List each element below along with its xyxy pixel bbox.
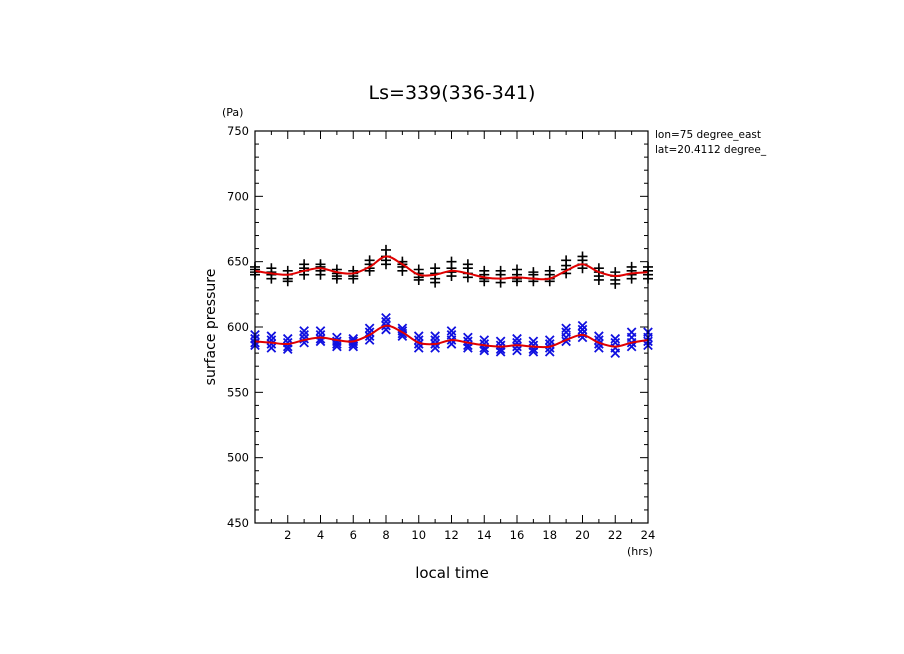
cross-marker xyxy=(463,343,473,353)
x-tick-label: 2 xyxy=(284,528,291,542)
y-tick-label: 750 xyxy=(227,124,249,138)
x-tick-label: 24 xyxy=(641,528,656,542)
y-tick-label: 500 xyxy=(227,451,249,465)
x-tick-label: 14 xyxy=(477,528,492,542)
cross-marker xyxy=(463,332,473,343)
cross-marker xyxy=(495,346,506,357)
cross-marker xyxy=(282,333,293,344)
data-marks xyxy=(250,244,653,358)
cross-marker xyxy=(364,323,375,334)
x-tick-label: 6 xyxy=(350,528,357,542)
cross-marker xyxy=(610,348,621,358)
cross-marker xyxy=(594,331,604,341)
cross-marker xyxy=(413,343,424,353)
plus-marker xyxy=(331,273,342,284)
plus-marker xyxy=(593,274,604,285)
y-tick-label: 550 xyxy=(227,385,249,399)
cross-marker xyxy=(332,341,342,352)
x-unit-label: (hrs) xyxy=(627,545,653,558)
cross-marker xyxy=(528,336,539,347)
cross-marker xyxy=(512,341,522,352)
cross-marker xyxy=(577,320,588,331)
x-tick-label: 20 xyxy=(575,528,590,542)
chart-title: Ls=339(336-341) xyxy=(369,82,536,104)
cross-marker xyxy=(528,346,539,357)
cross-marker xyxy=(430,331,440,341)
cross-marker xyxy=(381,313,391,323)
plus-marker xyxy=(397,265,408,276)
cross-marker xyxy=(610,333,621,344)
cross-marker xyxy=(479,345,490,356)
cross-marker xyxy=(512,345,522,356)
plus-marker xyxy=(610,278,621,289)
cross-marker xyxy=(561,323,571,334)
cross-marker xyxy=(446,326,457,336)
annotation-lat: lat=20.4112 degree_ xyxy=(655,144,767,156)
cross-marker xyxy=(315,333,326,344)
annotation-lon: lon=75 degree_east xyxy=(655,129,761,141)
cross-marker xyxy=(266,331,277,341)
plus-marker xyxy=(266,273,277,284)
cross-marker xyxy=(544,335,555,345)
plus-marker xyxy=(282,276,293,287)
cross-marker xyxy=(577,324,588,335)
x-tick-label: 4 xyxy=(317,528,324,542)
cross-marker xyxy=(315,326,326,336)
cross-marker xyxy=(299,330,309,340)
y-tick-label: 650 xyxy=(227,255,249,269)
fit-line-upper xyxy=(254,255,649,281)
cross-marker xyxy=(299,326,309,336)
plus-marker xyxy=(413,274,424,285)
x-tick-label: 8 xyxy=(382,528,389,542)
plus-marker xyxy=(626,273,637,284)
axis-ticks xyxy=(254,130,649,524)
plus-marker xyxy=(315,269,326,280)
plus-marker xyxy=(381,259,391,270)
x-tick-label: 12 xyxy=(444,528,459,542)
y-tick-label: 450 xyxy=(227,516,249,530)
y-unit-label: (Pa) xyxy=(222,106,243,119)
x-tick-label: 10 xyxy=(411,528,426,542)
cross-marker xyxy=(594,343,604,353)
cross-marker xyxy=(479,335,490,345)
y-axis-label: surface pressure xyxy=(203,269,219,386)
cross-marker xyxy=(266,343,277,353)
y-tick-label: 700 xyxy=(227,189,249,203)
cross-marker xyxy=(512,333,522,344)
x-tick-label: 18 xyxy=(542,528,557,542)
cross-marker xyxy=(266,339,277,349)
cross-marker xyxy=(282,344,293,355)
cross-marker xyxy=(348,341,359,352)
cross-marker xyxy=(381,316,391,327)
x-tick-label: 16 xyxy=(510,528,525,542)
plus-marker xyxy=(430,277,441,288)
y-tick-label: 600 xyxy=(227,320,249,334)
cross-marker xyxy=(364,327,375,338)
x-tick-label: 22 xyxy=(608,528,623,542)
cross-marker xyxy=(413,331,424,341)
cross-marker xyxy=(495,336,506,347)
plus-marker xyxy=(446,271,457,282)
cross-marker xyxy=(544,346,555,357)
fit-line-lower xyxy=(254,324,649,349)
x-axis-label: local time xyxy=(415,564,489,582)
plot-frame xyxy=(254,130,649,524)
tick-labels: 2 4 6 8 10 12 14 16 18 20 22 2445050055060065070075… xyxy=(227,124,655,542)
plus-marker xyxy=(348,273,359,284)
